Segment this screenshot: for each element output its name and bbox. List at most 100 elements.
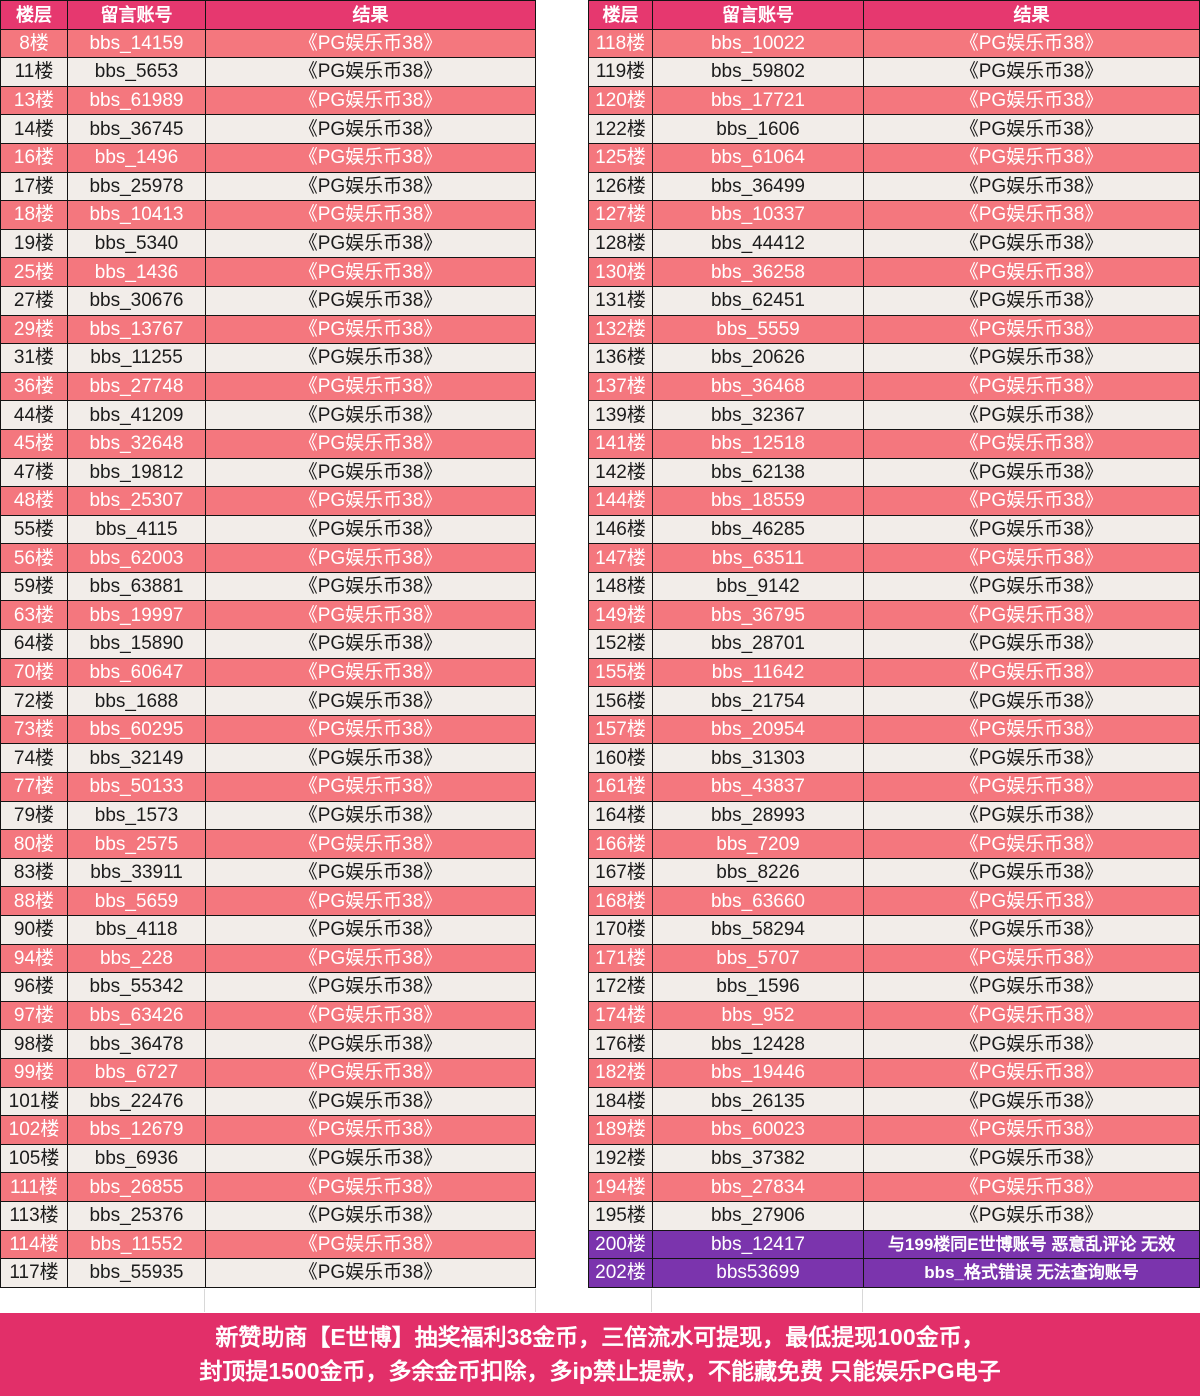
account-cell: bbs_6936: [68, 1144, 205, 1173]
floor-cell: 168楼: [589, 887, 652, 915]
floor-cell: 120楼: [589, 86, 652, 115]
floor-cell: 96楼: [1, 973, 67, 1001]
account-cell: bbs_11642: [653, 658, 863, 687]
table-row: 88楼 bbs_5659 《PG娱乐币38》: [1, 887, 535, 915]
account-cell: bbs_60647: [68, 658, 205, 687]
account-cell: bbs_62451: [653, 286, 863, 315]
column-header-account: 留言账号: [68, 1, 205, 29]
account-cell: bbs_1436: [68, 258, 205, 286]
floor-cell: 148楼: [589, 572, 652, 601]
result-cell: 《PG娱乐币38》: [206, 458, 535, 487]
table-row: 70楼 bbs_60647 《PG娱乐币38》: [1, 658, 535, 687]
table-row: 160楼 bbs_31303 《PG娱乐币38》: [589, 744, 1199, 773]
result-cell: 《PG娱乐币38》: [864, 916, 1199, 944]
account-cell: bbs_25307: [68, 487, 205, 515]
table-row: 16楼 bbs_1496 《PG娱乐币38》: [1, 143, 535, 172]
floor-cell: 47楼: [1, 458, 67, 487]
account-cell: bbs_36795: [653, 601, 863, 630]
result-cell: 《PG娱乐币38》: [206, 858, 535, 887]
table-row: 96楼 bbs_55342 《PG娱乐币38》: [1, 973, 535, 1001]
floor-cell: 149楼: [589, 601, 652, 630]
account-cell: bbs_36258: [653, 258, 863, 286]
account-cell: bbs_228: [68, 944, 205, 973]
table-row: 128楼 bbs_44412 《PG娱乐币38》: [589, 229, 1199, 258]
account-cell: bbs_55935: [68, 1259, 205, 1287]
column-border-stub: [535, 1289, 536, 1312]
result-cell: 《PG娱乐币38》: [864, 58, 1199, 86]
floor-cell: 202楼: [589, 1259, 652, 1287]
table-row: 120楼 bbs_17721 《PG娱乐币38》: [589, 86, 1199, 115]
table-row: 200楼 bbs_12417 与199楼同E世博账号 恶意乱评论 无效: [589, 1230, 1199, 1259]
table-row: 170楼 bbs_58294 《PG娱乐币38》: [589, 916, 1199, 944]
result-cell: 《PG娱乐币38》: [206, 1259, 535, 1287]
result-cell: 《PG娱乐币38》: [864, 429, 1199, 458]
result-cell: 《PG娱乐币38》: [206, 601, 535, 630]
floor-cell: 101楼: [1, 1087, 67, 1116]
footer-line-1: 新赞助商【E世博】抽奖福利38金币，三倍流水可提现，最低提现100金币，: [215, 1323, 985, 1350]
account-cell: bbs_18559: [653, 487, 863, 515]
floor-cell: 105楼: [1, 1144, 67, 1173]
floor-cell: 119楼: [589, 58, 652, 86]
result-cell: 《PG娱乐币38》: [864, 115, 1199, 143]
table-row: 98楼 bbs_36478 《PG娱乐币38》: [1, 1030, 535, 1058]
table-row: 174楼 bbs_952 《PG娱乐币38》: [589, 1001, 1199, 1030]
result-cell: 《PG娱乐币38》: [206, 372, 535, 401]
floor-cell: 97楼: [1, 1001, 67, 1030]
table-row: 13楼 bbs_61989 《PG娱乐币38》: [1, 86, 535, 115]
floor-cell: 113楼: [1, 1201, 67, 1230]
account-cell: bbs_952: [653, 1001, 863, 1030]
result-cell: 《PG娱乐币38》: [206, 58, 535, 86]
account-cell: bbs_36745: [68, 115, 205, 143]
account-cell: bbs_12428: [653, 1030, 863, 1058]
result-cell: 《PG娱乐币38》: [864, 401, 1199, 429]
table-row: 182楼 bbs_19446 《PG娱乐币38》: [589, 1058, 1199, 1087]
results-tables: 楼层 留言账号 结果 8楼 bbs_14159 《PG娱乐币38》 11楼 bbs_5653 《…: [0, 0, 1200, 1288]
result-cell: 《PG娱乐币38》: [206, 715, 535, 744]
floor-cell: 64楼: [1, 630, 67, 658]
account-cell: bbs_4115: [68, 515, 205, 544]
table-row: 141楼 bbs_12518 《PG娱乐币38》: [589, 429, 1199, 458]
table-row: 125楼 bbs_61064 《PG娱乐币38》: [589, 143, 1199, 172]
account-cell: bbs_41209: [68, 401, 205, 429]
table-row: 8楼 bbs_14159 《PG娱乐币38》: [1, 29, 535, 58]
result-cell: 《PG娱乐币38》: [206, 773, 535, 801]
table-row: 157楼 bbs_20954 《PG娱乐币38》: [589, 715, 1199, 744]
table-row: 147楼 bbs_63511 《PG娱乐币38》: [589, 544, 1199, 572]
result-cell: 《PG娱乐币38》: [206, 344, 535, 372]
floor-cell: 170楼: [589, 916, 652, 944]
account-cell: bbs_62003: [68, 544, 205, 572]
table-row: 44楼 bbs_41209 《PG娱乐币38》: [1, 401, 535, 429]
account-cell: bbs_28993: [653, 801, 863, 830]
floor-cell: 189楼: [589, 1116, 652, 1144]
result-cell: 《PG娱乐币38》: [864, 1030, 1199, 1058]
result-cell: 《PG娱乐币38》: [206, 401, 535, 429]
floor-cell: 142楼: [589, 458, 652, 487]
result-cell: 《PG娱乐币38》: [864, 715, 1199, 744]
account-cell: bbs_7209: [653, 830, 863, 858]
table-row: 79楼 bbs_1573 《PG娱乐币38》: [1, 801, 535, 830]
account-cell: bbs_12518: [653, 429, 863, 458]
sponsor-footer-banner: 新赞助商【E世博】抽奖福利38金币，三倍流水可提现，最低提现100金币， 封顶提…: [0, 1313, 1200, 1396]
table-row: 139楼 bbs_32367 《PG娱乐币38》: [589, 401, 1199, 429]
floor-cell: 25楼: [1, 258, 67, 286]
result-cell: 《PG娱乐币38》: [206, 658, 535, 687]
floor-cell: 174楼: [589, 1001, 652, 1030]
floor-cell: 195楼: [589, 1201, 652, 1230]
result-cell: 《PG娱乐币38》: [864, 286, 1199, 315]
account-cell: bbs_1596: [653, 973, 863, 1001]
result-cell: 《PG娱乐币38》: [864, 830, 1199, 858]
floor-cell: 122楼: [589, 115, 652, 143]
account-cell: bbs_26855: [68, 1173, 205, 1201]
account-cell: bbs_12679: [68, 1116, 205, 1144]
result-cell: 《PG娱乐币38》: [864, 315, 1199, 344]
account-cell: bbs_37382: [653, 1144, 863, 1173]
floor-cell: 139楼: [589, 401, 652, 429]
result-cell: 《PG娱乐币38》: [206, 115, 535, 143]
floor-cell: 88楼: [1, 887, 67, 915]
table-row: 166楼 bbs_7209 《PG娱乐币38》: [589, 830, 1199, 858]
table-row: 74楼 bbs_32149 《PG娱乐币38》: [1, 744, 535, 773]
table-row: 45楼 bbs_32648 《PG娱乐币38》: [1, 429, 535, 458]
account-cell: bbs_36478: [68, 1030, 205, 1058]
account-cell: bbs_63881: [68, 572, 205, 601]
result-cell: 《PG娱乐币38》: [206, 630, 535, 658]
